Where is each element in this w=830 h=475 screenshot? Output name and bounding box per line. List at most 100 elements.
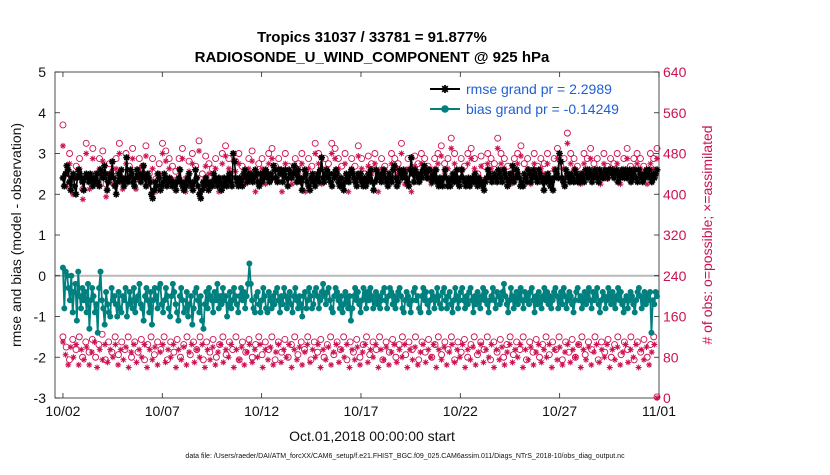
obs_assimilated_low-marker: [448, 341, 455, 348]
bias-point: [136, 280, 143, 287]
bias-point: [160, 309, 167, 316]
obs_possible_low-marker: [604, 335, 612, 343]
obs_assimilated-marker: [288, 181, 295, 188]
obs_assimilated-marker: [166, 165, 173, 172]
obs_possible-marker: [530, 150, 538, 157]
bias-point: [631, 309, 638, 316]
obs_assimilated_low-marker: [596, 359, 603, 366]
rmse-point-core: [574, 172, 579, 176]
obs_assimilated_low-marker: [546, 341, 553, 348]
obs_possible-marker: [524, 155, 532, 163]
obs_assimilated_low-marker: [70, 354, 77, 361]
obs_assimilated_low-marker: [409, 356, 416, 363]
rmse-point-core: [517, 176, 521, 180]
obs_assimilated_low-marker: [307, 359, 314, 366]
rmse-point-core: [550, 180, 554, 184]
bias-point: [571, 297, 578, 304]
obs_assimilated_low-marker: [291, 346, 298, 353]
bias-point: [517, 284, 524, 291]
obs_possible_low-marker: [457, 348, 465, 356]
obs_assimilated_low-marker: [249, 359, 256, 366]
obs_assimilated-marker: [132, 186, 139, 193]
bias-point: [417, 309, 424, 316]
obs_possible-marker: [537, 155, 545, 163]
obs_assimilated_low-marker: [551, 346, 558, 353]
obs_assimilated-marker: [113, 165, 120, 172]
bias-point: [570, 309, 577, 316]
y-tick-label: -2: [34, 349, 47, 365]
obs_possible-marker: [298, 150, 306, 157]
rmse-point-core: [650, 180, 654, 184]
bias-point: [171, 289, 178, 296]
bias-point: [441, 284, 448, 291]
legend-label-rmse: rmse grand pr = 2.2989: [466, 81, 612, 97]
obs_assimilated_low-marker: [583, 356, 590, 363]
obs_possible_low-marker: [627, 333, 635, 341]
bias-point: [507, 284, 514, 291]
obs_assimilated-marker: [189, 160, 196, 167]
bias-point: [144, 297, 151, 304]
bias-point: [112, 301, 119, 308]
bias-point: [329, 309, 336, 316]
rmse-point-core: [544, 180, 549, 184]
rmse-point-core: [379, 180, 384, 184]
bias-point: [103, 289, 110, 296]
rmse-point-core: [589, 172, 593, 176]
obs_assimilated_low-marker: [606, 364, 613, 371]
obs_assimilated-marker: [159, 150, 166, 157]
obs_assimilated_low-marker: [496, 356, 503, 363]
bias-point: [96, 284, 103, 291]
obs_possible-marker: [623, 144, 631, 152]
obs_assimilated-marker: [262, 181, 269, 188]
bias-point: [186, 301, 193, 308]
obs_possible-marker: [159, 139, 166, 147]
y-right-tick-label: 400: [663, 186, 687, 202]
rmse-point-core: [260, 180, 264, 184]
obs_assimilated_low-series: [59, 338, 661, 401]
rmse-point-core: [359, 172, 363, 176]
obs_possible_low-marker: [568, 335, 576, 343]
obs_possible_low-marker: [614, 333, 622, 341]
obs_assimilated-marker: [139, 175, 146, 182]
rmse-point-core: [521, 184, 525, 188]
obs_possible-marker: [268, 144, 276, 152]
obs_assimilated_low-marker: [65, 361, 72, 368]
rmse-point-core: [95, 172, 99, 176]
bias-point: [474, 289, 481, 296]
bias-point: [73, 317, 80, 324]
obs_assimilated_low-marker: [94, 364, 101, 371]
bias-point: [206, 284, 213, 291]
obs_assimilated_low-marker: [556, 344, 563, 351]
obs_assimilated_low-marker: [167, 354, 174, 361]
bias-point: [592, 293, 599, 300]
obs_assimilated_low-marker: [459, 341, 466, 348]
bias-point: [167, 313, 174, 320]
obs_possible-marker: [447, 134, 455, 142]
obs_possible_low-marker: [261, 338, 269, 346]
bias-point: [251, 309, 258, 316]
obs_assimilated_low-marker: [614, 344, 621, 351]
bias-point: [477, 305, 484, 312]
bias-point: [107, 313, 114, 320]
bias-point: [510, 305, 517, 312]
obs_possible-marker: [520, 160, 528, 168]
obs_possible_low-marker: [199, 356, 207, 364]
obs_assimilated-marker: [371, 160, 378, 167]
bias-point: [381, 284, 388, 291]
obs_possible-marker: [235, 150, 243, 157]
obs_assimilated_low-marker: [341, 354, 348, 361]
obs_assimilated_low-marker: [159, 341, 166, 348]
bias-point: [434, 284, 441, 291]
bias-point: [299, 313, 306, 320]
obs_assimilated_low-marker: [138, 354, 145, 361]
obs_possible-marker: [195, 137, 203, 145]
bias-point: [617, 289, 624, 296]
rmse-point-core: [369, 168, 373, 172]
obs_assimilated-marker: [315, 160, 322, 167]
obs_assimilated_low-marker: [580, 346, 587, 353]
obs_assimilated_low-marker: [420, 341, 427, 348]
y-right-tick-label: 480: [663, 146, 687, 162]
obs_assimilated-marker: [600, 160, 607, 167]
bias-point: [438, 305, 445, 312]
obs_possible-marker: [142, 142, 150, 150]
